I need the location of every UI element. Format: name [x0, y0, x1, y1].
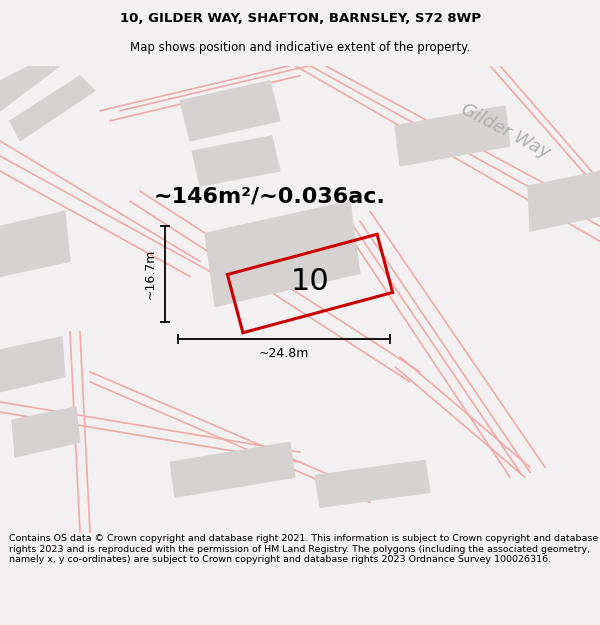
Polygon shape: [0, 66, 60, 111]
Text: ~16.7m: ~16.7m: [144, 249, 157, 299]
Polygon shape: [0, 337, 65, 392]
Polygon shape: [170, 442, 295, 498]
Text: ~146m²/~0.036ac.: ~146m²/~0.036ac.: [154, 186, 386, 206]
Text: 10: 10: [290, 267, 329, 296]
Text: Contains OS data © Crown copyright and database right 2021. This information is : Contains OS data © Crown copyright and d…: [9, 534, 598, 564]
Polygon shape: [395, 106, 510, 166]
Polygon shape: [205, 201, 360, 307]
Text: 10, GILDER WAY, SHAFTON, BARNSLEY, S72 8WP: 10, GILDER WAY, SHAFTON, BARNSLEY, S72 8…: [119, 12, 481, 25]
Polygon shape: [315, 460, 430, 508]
Polygon shape: [10, 76, 95, 141]
Text: ~24.8m: ~24.8m: [259, 347, 309, 360]
Text: Gilder Way: Gilder Way: [458, 100, 553, 162]
Polygon shape: [192, 136, 280, 186]
Polygon shape: [12, 407, 80, 458]
Polygon shape: [0, 211, 70, 276]
Polygon shape: [528, 171, 600, 231]
Polygon shape: [180, 81, 280, 141]
Text: Map shows position and indicative extent of the property.: Map shows position and indicative extent…: [130, 41, 470, 54]
